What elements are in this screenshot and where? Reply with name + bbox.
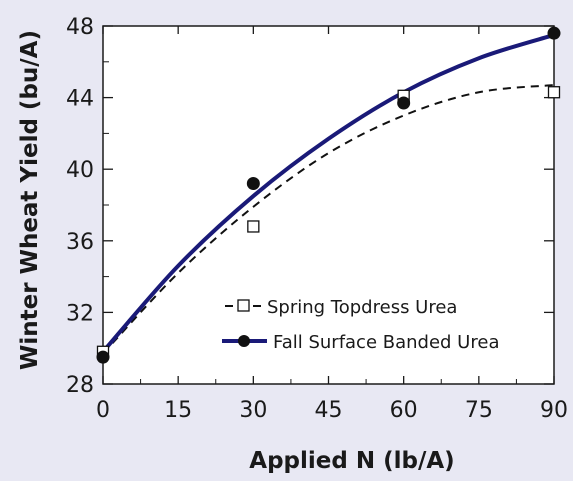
x-tick-label: 30 xyxy=(239,398,267,423)
spring-point xyxy=(547,86,561,99)
y-tick-label: 28 xyxy=(66,373,94,398)
data-markers xyxy=(96,26,561,364)
x-tick-label: 75 xyxy=(465,398,493,423)
legend-item-spring: Spring Topdress Urea xyxy=(225,297,457,318)
y-tick-label: 40 xyxy=(66,158,94,183)
fall-point xyxy=(246,177,260,191)
x-axis-title: Applied N (lb/A) xyxy=(249,448,454,474)
x-tick-label: 45 xyxy=(315,398,343,423)
y-tick-label: 44 xyxy=(66,87,94,112)
legend-fall-marker xyxy=(238,335,250,347)
fit-line-fall xyxy=(101,33,555,354)
x-tick-label: 15 xyxy=(164,398,192,423)
x-tick-label: 60 xyxy=(390,398,418,423)
y-tick-label: 32 xyxy=(66,301,94,326)
plot-area xyxy=(102,25,555,385)
y-axis-ticks: 28 32 36 40 44 48 xyxy=(66,15,554,398)
y-tick-label: 36 xyxy=(66,230,94,255)
y-tick-label: 48 xyxy=(66,15,94,40)
x-tick-label: 90 xyxy=(540,398,568,423)
legend-fall-label: Fall Surface Banded Urea xyxy=(273,332,499,353)
legend-spring-marker xyxy=(237,299,250,312)
x-tick-label: 0 xyxy=(96,398,110,423)
fit-line-spring xyxy=(102,84,555,355)
fit-lines xyxy=(101,33,555,355)
spring-point xyxy=(247,220,260,233)
fall-point xyxy=(547,26,561,40)
fall-point xyxy=(397,96,411,110)
legend-item-fall: Fall Surface Banded Urea xyxy=(222,332,499,353)
legend-spring-label: Spring Topdress Urea xyxy=(267,297,457,318)
fall-point xyxy=(96,350,110,364)
legend: Spring Topdress Urea Fall Surface Banded… xyxy=(222,297,499,353)
y-axis-title: Winter Wheat Yield (bu/A) xyxy=(17,30,43,370)
x-axis-ticks: 0 15 30 45 60 75 90 xyxy=(96,26,568,423)
